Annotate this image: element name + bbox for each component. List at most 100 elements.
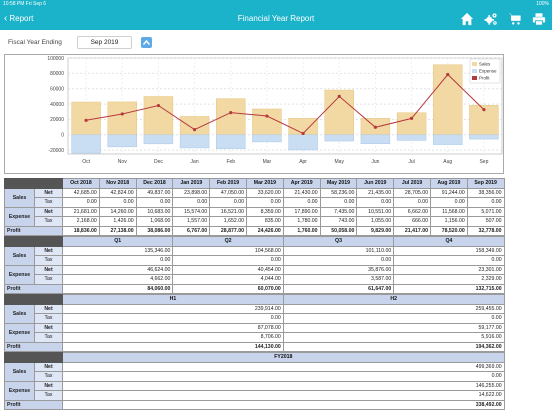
- table-cell: 0.00: [62, 197, 100, 208]
- point-profit: [446, 72, 450, 77]
- table-cell: 0.00: [172, 197, 211, 208]
- table-cell: 10,683.00: [135, 206, 174, 217]
- x-tick-label: Jan: [191, 159, 199, 165]
- table-cell: 5,071.00: [466, 206, 505, 217]
- back-button[interactable]: ‹ Report: [4, 13, 33, 25]
- table-cell: 135,346.00: [61, 245, 174, 256]
- table-cell: 38,356.00: [466, 187, 505, 198]
- column-header: Apr 2019: [282, 178, 321, 189]
- row-sublabel-tax: Tax: [34, 197, 63, 208]
- table-cell: 0.00: [393, 197, 431, 208]
- row-sublabel-tax: Tax: [34, 216, 63, 227]
- table-cell: 2,329.00: [393, 274, 505, 285]
- table-row: Tax 0.00: [5, 371, 505, 382]
- print-icon[interactable]: [532, 12, 546, 26]
- y-tick-label: -20000: [48, 148, 64, 154]
- column-header: Q1: [61, 236, 174, 247]
- table-cell: 42,685.00: [62, 187, 100, 198]
- table-cell: 8,359.00: [245, 206, 284, 217]
- table-cell: 101,110.00: [282, 245, 395, 256]
- table-cell: 1,426.00: [98, 216, 137, 227]
- row-label-expense: Expense: [4, 322, 35, 343]
- x-tick-label: Dec: [154, 159, 163, 165]
- status-battery: 100%: [536, 1, 549, 7]
- table-cell: 743.00: [319, 216, 358, 227]
- table-row: Sales Net 42,685.00 42,824.00 49,837.00 23,89…: [4, 187, 505, 208]
- line-profit: [86, 73, 485, 135]
- table-cell: 14,260.00: [98, 206, 137, 217]
- point-profit: [84, 118, 88, 122]
- bar-sales: [433, 64, 463, 136]
- row-sublabel-tax: Tax: [34, 371, 63, 382]
- legend-label: Expense: [479, 69, 497, 74]
- table-cell: 0.00: [282, 197, 321, 208]
- bar-expense: [324, 134, 354, 142]
- bar-expense: [433, 134, 463, 145]
- table-cell: 7,435.00: [319, 206, 358, 217]
- bar-expense: [396, 134, 427, 141]
- table-cell: 21,417.00: [393, 225, 431, 236]
- point-profit: [337, 94, 341, 98]
- chevron-up-icon: [143, 40, 150, 45]
- table-cell: 0.00: [135, 197, 174, 208]
- table-cell: 3,587.00: [282, 274, 395, 285]
- table-cell: 338,492.00: [62, 399, 505, 410]
- table-cell: 84,060.00: [61, 283, 174, 294]
- bar-sales: [179, 116, 210, 136]
- table-row: Profit 18,836.00 27,138.00 38,086.00 6,767.0…: [4, 225, 505, 236]
- table-row: Sales Net 499,369.00: [4, 361, 505, 382]
- point-profit: [301, 131, 305, 136]
- table-row: Expense Net 87,078.00 59,177.00: [4, 322, 505, 343]
- year-table: FY2018 Sales Net 499,369.00 Tax 0.00 Expense Ne…: [4, 352, 505, 410]
- point-profit: [482, 108, 486, 112]
- financial-chart: 100000 80000 60000 40000 20000 0 -20000 Oct Nov D…: [4, 54, 504, 174]
- point-profit: [120, 112, 124, 116]
- table-cell: 499,369.00: [62, 361, 505, 372]
- table-cell: 6,662.00: [393, 206, 431, 217]
- y-tick-label: 80000: [50, 71, 64, 77]
- row-label-profit: Profit: [4, 399, 63, 410]
- table-cell: 0.00: [61, 255, 174, 266]
- legend-swatch: [472, 69, 477, 73]
- plot-area: [67, 57, 503, 155]
- table-cell: 16,521.00: [209, 206, 247, 217]
- home-icon[interactable]: [460, 12, 474, 26]
- chevron-left-icon: ‹: [4, 13, 8, 24]
- row-sublabel-net: Net: [34, 380, 63, 391]
- bar-expense: [107, 134, 137, 148]
- table-row: Profit 338,492.00: [4, 399, 505, 410]
- bar-expense: [360, 134, 391, 144]
- cart-icon[interactable]: [508, 12, 522, 26]
- table-cell: 0.00: [62, 371, 505, 382]
- table-cell: 59,177.00: [282, 322, 505, 333]
- table-cell: 11,568.00: [429, 206, 468, 217]
- back-label: Report: [9, 14, 34, 23]
- table-row: Tax 4,662.00 4,044.00 3,587.00 2,329.00: [5, 274, 505, 285]
- table-cell: 0.00: [209, 197, 247, 208]
- x-tick-label: Aug: [443, 159, 452, 165]
- bar-expense: [179, 134, 210, 149]
- table-cell: 1,780.00: [282, 216, 321, 227]
- table-cell: 14,622.00: [62, 390, 505, 401]
- gears-icon[interactable]: [484, 12, 498, 26]
- table-cell: 1,055.00: [356, 216, 395, 227]
- table-cell: 18,836.00: [62, 225, 100, 236]
- table-cell: 21,430.00: [282, 187, 321, 198]
- table-cell: 666.00: [393, 216, 431, 227]
- table-cell: 40,454.00: [172, 264, 284, 275]
- row-sublabel-net: Net: [34, 303, 63, 314]
- row-label-sales: Sales: [4, 361, 35, 382]
- half-table: H1 H2 Sales Net 239,914.00 259,455.00 Tax 0.00 0…: [4, 294, 505, 352]
- bar-sales: [143, 96, 174, 136]
- column-header: Q3: [282, 236, 395, 247]
- table-cell: 35,876.00: [282, 264, 395, 275]
- fiscal-year-field[interactable]: Sep 2019: [77, 36, 132, 49]
- x-tick-label: Sep: [479, 159, 488, 165]
- table-row: Tax 2,168.00 1,426.00 1,068.00 1,557.00 1,652…: [5, 216, 505, 227]
- column-header: FY2018: [62, 352, 505, 363]
- fiscal-year-toggle-button[interactable]: [141, 37, 152, 48]
- table-cell: 259,455.00: [282, 303, 505, 314]
- table-cell: 835.00: [245, 216, 284, 227]
- table-cell: 0.00: [172, 255, 284, 266]
- bar-expense: [288, 134, 318, 151]
